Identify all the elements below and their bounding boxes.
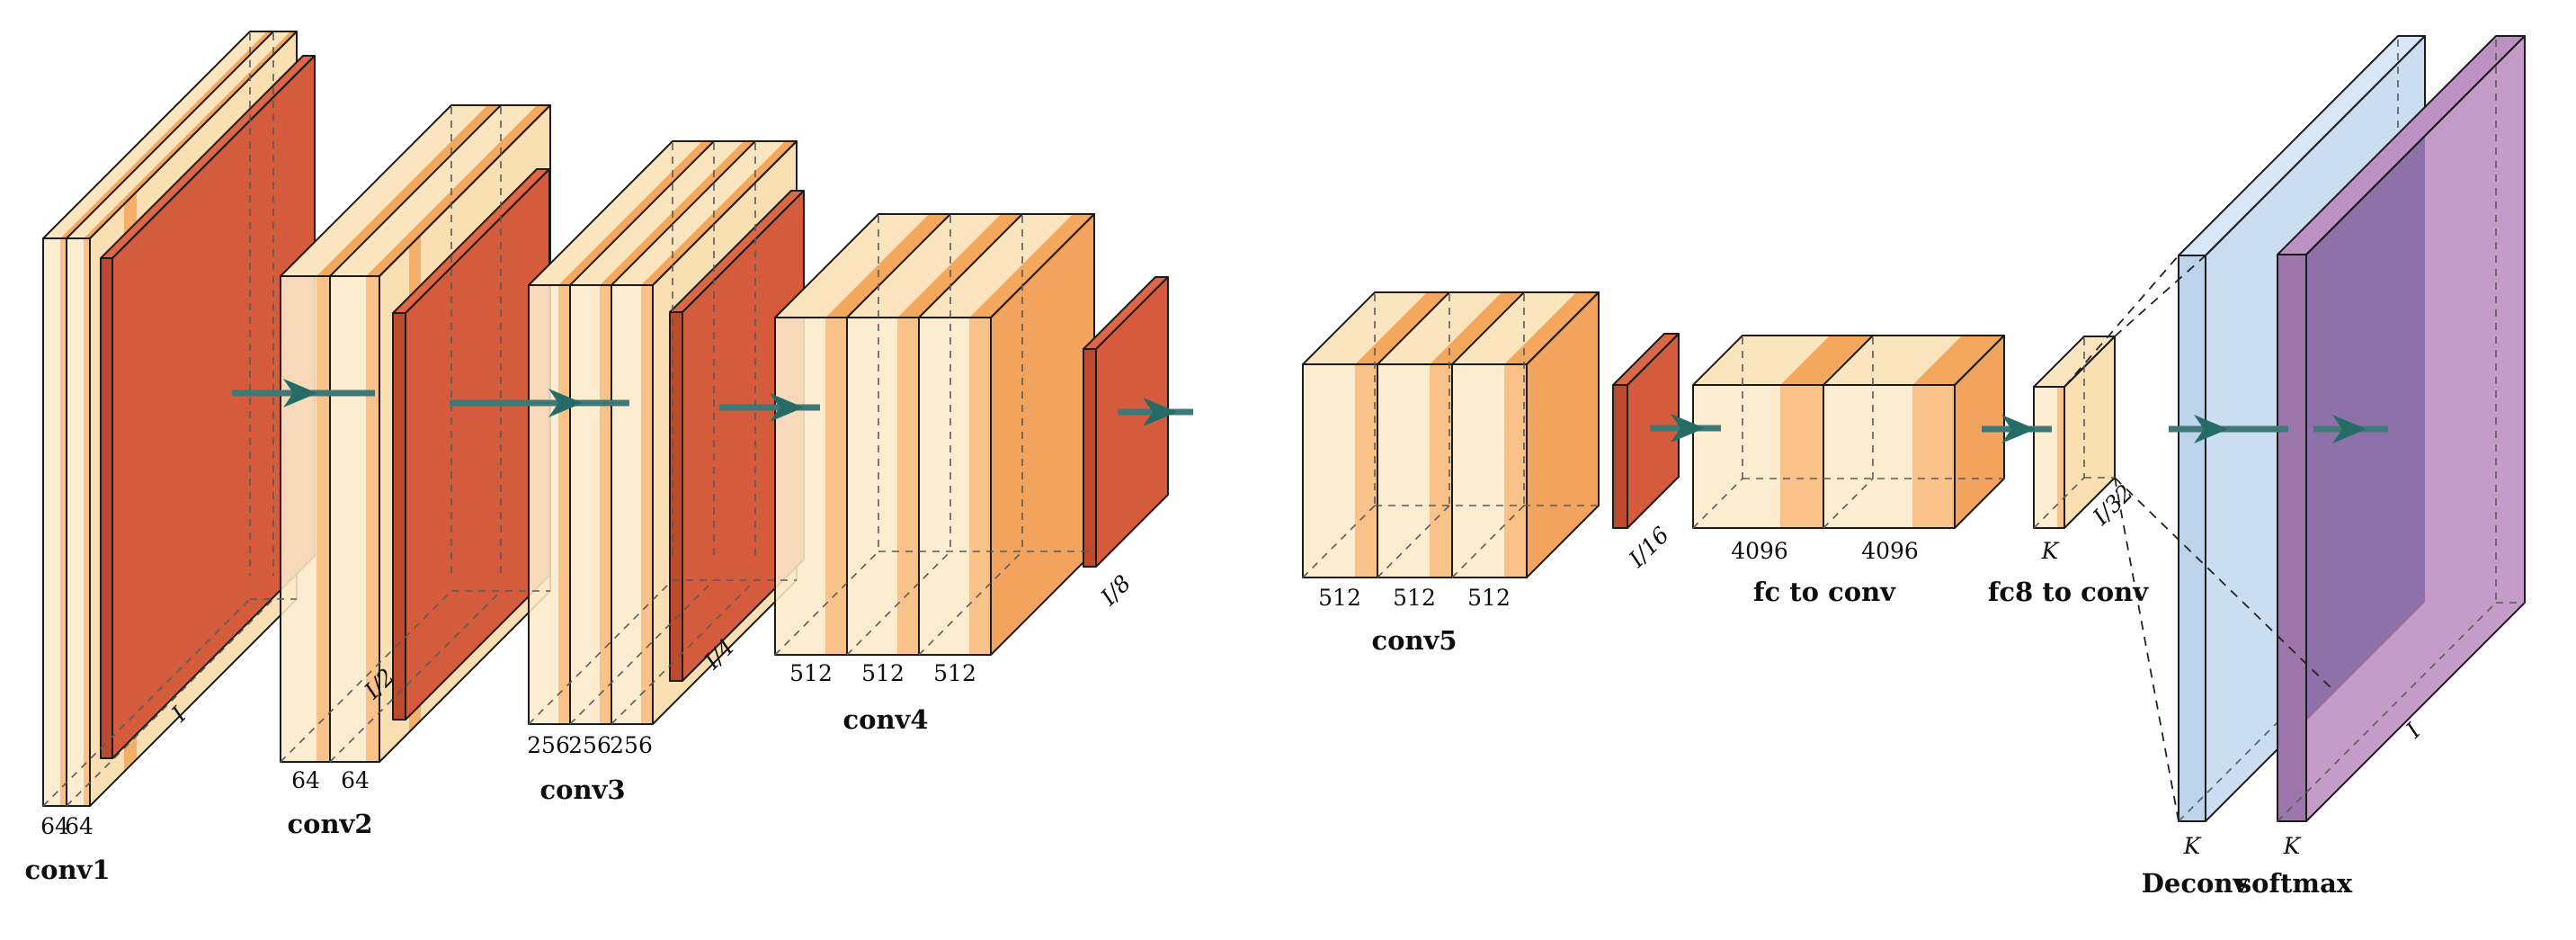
conv2-name: conv2 [287,809,372,839]
conv4-pool-slab [1083,276,1169,568]
conv3-channels-0: 256 [527,732,570,758]
arrow-conv3-conv4 [719,393,820,422]
flow-arrows [232,379,2388,443]
upsample-projection-lines [2063,255,2336,822]
fc8-block [2033,336,2116,529]
softmax-channels-0: K [2283,833,2302,859]
softmax-spatial: I [2401,717,2427,743]
conv5-block [1302,291,1600,578]
conv1-channels-1: 64 [65,813,94,839]
fc-channels-0: 4096 [1731,538,1788,564]
conv1-name: conv1 [24,855,110,885]
softmax-name: softmax [2237,868,2353,899]
conv5-spatial: I/16 [1623,522,1674,573]
conv5-channels-2: 512 [1467,585,1511,611]
conv4-name: conv4 [842,704,928,735]
conv1-channels-0: 64 [40,813,69,839]
fc-side-face [1955,336,2004,528]
arrow-conv1-conv2 [232,379,375,407]
deconv-name: Deconv [2142,868,2250,899]
arrow-fc8-deconv [2169,415,2288,443]
conv3-channels-1: 256 [568,732,611,758]
fc-channels-1: 4096 [1861,538,1919,564]
fc-block [1692,335,2005,529]
conv4-channels-0: 512 [789,660,833,686]
fc8-side-face [2064,336,2115,528]
conv4-spatial: I/8 [1095,570,1136,611]
arrow-deconv-softmax [2313,415,2388,443]
conv4-channels-2: 512 [933,660,976,686]
arrow-conv5-fc [1650,414,1721,443]
arrow-fc-fc8 [1982,415,2052,443]
deconv-front-face [2179,255,2206,821]
deconv-channels-0: K [2183,833,2202,859]
softmax-front-face [2277,255,2306,821]
arrow-conv2-conv3 [450,389,629,417]
conv4-block [774,213,1095,656]
hidden-edges [42,33,2115,807]
conv5-name: conv5 [1371,625,1457,656]
softmax-sheet [2277,35,2526,822]
conv4-channels-1: 512 [861,660,905,686]
fc8-name: fc8 to conv [1988,577,2149,607]
conv5-channels-0: 512 [1318,585,1361,611]
conv5-channels-1: 512 [1393,585,1436,611]
conv2-channels-0: 64 [291,767,320,793]
fc-name: fc to conv [1753,577,1896,607]
conv2-pool-slab [392,168,550,721]
conv3-channels-2: 256 [610,732,653,758]
conv2-channels-1: 64 [341,767,370,793]
conv4-side-face [991,214,1094,655]
fc8-channels-0: K [2041,538,2060,564]
arrow-conv4-conv5 [1118,398,1193,426]
conv3-name: conv3 [539,774,625,805]
